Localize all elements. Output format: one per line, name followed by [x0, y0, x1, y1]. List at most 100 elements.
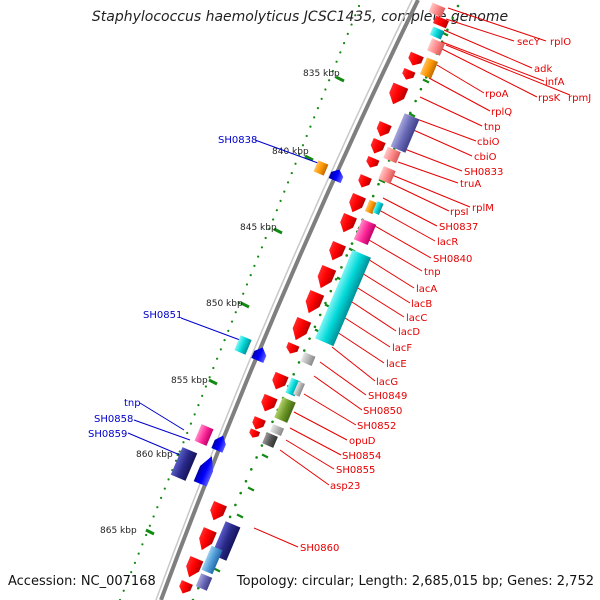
gene-arrow[interactable]: [289, 316, 312, 343]
gene-label[interactable]: SH0852: [357, 421, 396, 432]
gene-arrow[interactable]: [346, 192, 366, 215]
gene-label[interactable]: lacB: [411, 299, 432, 310]
gene-block[interactable]: [195, 573, 213, 591]
gene-block[interactable]: [170, 447, 198, 481]
gene-label[interactable]: SH0833: [464, 167, 503, 178]
gene-arrow[interactable]: [248, 428, 261, 439]
gene-arrow[interactable]: [337, 212, 357, 235]
gene-arrow-reverse[interactable]: [211, 433, 228, 453]
gene-arrow[interactable]: [406, 51, 424, 69]
gene-arrow[interactable]: [302, 289, 325, 316]
gene-label[interactable]: SH0849: [368, 391, 407, 402]
gene-label[interactable]: rpmJ: [568, 93, 591, 104]
gene-label[interactable]: SH0837: [439, 222, 478, 233]
map-title: Staphylococcus haemolyticus JCSC1435, co…: [91, 9, 509, 25]
gene-arrow-reverse[interactable]: [328, 167, 346, 184]
gene-arrow[interactable]: [368, 138, 386, 156]
gene-block[interactable]: [432, 15, 450, 29]
label-connector: [445, 44, 571, 96]
gene-block[interactable]: [234, 335, 252, 355]
gene-block[interactable]: [378, 166, 396, 184]
gene-arrow[interactable]: [250, 416, 266, 432]
gene-arrow[interactable]: [356, 174, 372, 190]
gene-label[interactable]: rpoA: [485, 89, 509, 100]
gene-label[interactable]: infA: [545, 77, 565, 88]
gene-label[interactable]: tnp: [424, 267, 441, 278]
gene-block[interactable]: [194, 424, 214, 446]
gene-block[interactable]: [201, 545, 223, 575]
gene-label[interactable]: cbiO: [474, 152, 497, 163]
gene-arrow-reverse[interactable]: [193, 453, 219, 487]
gene-label[interactable]: rpsK: [538, 93, 561, 104]
label-connector: [127, 432, 181, 456]
gene-label[interactable]: lacD: [398, 327, 420, 338]
gene-block[interactable]: [274, 397, 296, 423]
gene-label[interactable]: adk: [534, 64, 552, 75]
gene-label[interactable]: tnp: [484, 122, 501, 133]
gene-block[interactable]: [383, 146, 401, 164]
gene-arrow-reverse[interactable]: [251, 345, 268, 363]
gene-block[interactable]: [419, 57, 439, 79]
gene-block[interactable]: [390, 113, 420, 153]
gene-block[interactable]: [315, 249, 371, 347]
gene-label[interactable]: cbiO: [477, 137, 500, 148]
gene-label[interactable]: rplO: [550, 37, 571, 48]
gene-block[interactable]: [262, 432, 278, 448]
gene-block[interactable]: [293, 381, 305, 397]
gene-arrow[interactable]: [285, 342, 300, 356]
gene-block[interactable]: [313, 160, 329, 176]
gene-label[interactable]: SH0838: [218, 135, 257, 146]
gene-label[interactable]: SH0859: [88, 429, 127, 440]
gene-arrow[interactable]: [401, 68, 416, 82]
gene-label[interactable]: tnp: [124, 398, 141, 409]
gene-arrow[interactable]: [326, 240, 346, 263]
gene-arrow[interactable]: [314, 264, 337, 291]
gene-label[interactable]: asp23: [330, 481, 360, 492]
gene-arrow[interactable]: [183, 556, 204, 580]
gene-block[interactable]: [364, 199, 378, 215]
gene-label[interactable]: SH0860: [300, 543, 339, 554]
gene-block[interactable]: [285, 377, 301, 397]
gene-label[interactable]: SH0854: [342, 451, 381, 462]
label-connector: [419, 96, 483, 127]
gene-label[interactable]: truA: [460, 179, 481, 190]
gene-block[interactable]: [300, 352, 316, 366]
gene-arrow[interactable]: [207, 500, 227, 523]
label-connector: [436, 64, 485, 94]
gene-label[interactable]: lacG: [376, 377, 398, 388]
gene-label[interactable]: lacF: [392, 343, 412, 354]
scale-label: 860 kbp: [136, 450, 173, 460]
gene-arrow[interactable]: [177, 580, 193, 596]
gene-label[interactable]: SH0851: [143, 310, 182, 321]
gene-label[interactable]: opuD: [349, 436, 376, 447]
gene-block[interactable]: [428, 2, 446, 18]
gene-label[interactable]: secY: [517, 37, 541, 48]
label-connector: [289, 427, 342, 456]
gene-label[interactable]: lacE: [386, 359, 407, 370]
gene-block[interactable]: [353, 218, 377, 246]
gene-label[interactable]: lacA: [416, 284, 437, 295]
gene-block[interactable]: [429, 26, 445, 40]
label-connector: [374, 225, 432, 259]
gene-label[interactable]: rplQ: [491, 107, 512, 118]
gene-label[interactable]: lacC: [406, 313, 427, 324]
gene-arrow[interactable]: [386, 82, 409, 108]
gene-label[interactable]: rpsI: [450, 207, 469, 218]
backbone-layer: [155, 0, 420, 600]
gene-block[interactable]: [269, 423, 285, 437]
gene-label[interactable]: SH0850: [363, 406, 402, 417]
gene-arrow[interactable]: [195, 527, 217, 553]
gene-arrow[interactable]: [374, 121, 392, 139]
scale-label: 845 kbp: [240, 223, 277, 233]
gene-block[interactable]: [372, 201, 384, 215]
gene-label[interactable]: SH0855: [336, 465, 375, 476]
gene-label[interactable]: SH0858: [94, 414, 133, 425]
gene-arrow[interactable]: [269, 371, 289, 392]
gene-block[interactable]: [427, 38, 445, 56]
gene-arrow[interactable]: [258, 393, 278, 414]
gene-label[interactable]: rplM: [472, 203, 494, 214]
gene-label[interactable]: SH0840: [433, 254, 472, 265]
gene-arrow[interactable]: [365, 156, 380, 170]
gene-label[interactable]: lacR: [437, 237, 458, 248]
